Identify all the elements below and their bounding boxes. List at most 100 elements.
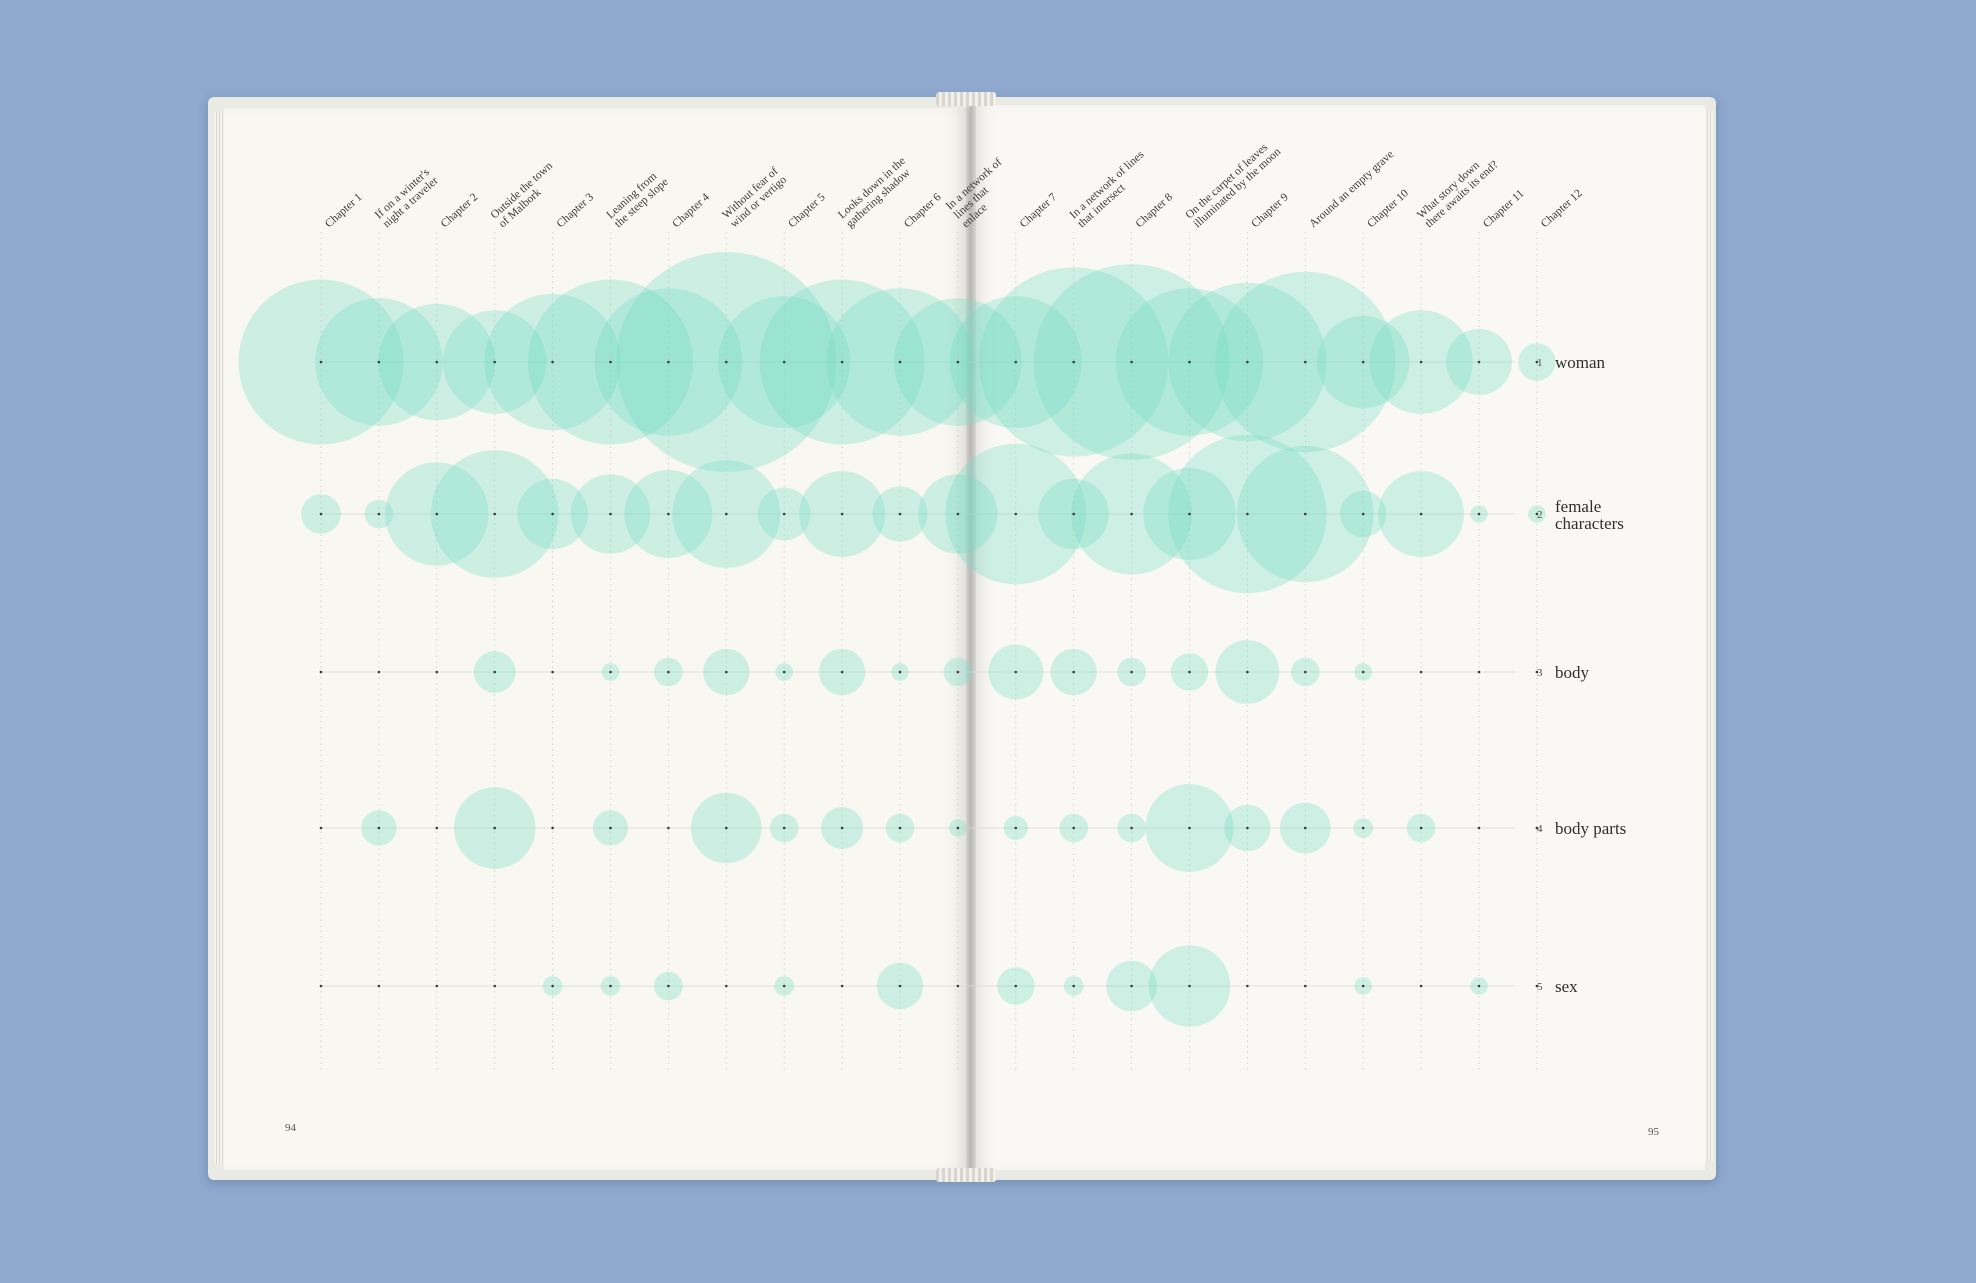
center-dot [1188,984,1191,988]
center-dot [493,512,497,516]
center-dot [1014,360,1018,364]
center-dot [1361,360,1365,364]
column-label: Chapter 2 [439,191,481,230]
center-dot [1535,984,1539,988]
center-dot [898,670,902,674]
center-dot [1535,512,1539,516]
center-dot [551,984,554,988]
center-dot [435,826,439,830]
center-dot [1072,512,1075,516]
column-label: Chapter 1 [323,191,365,230]
book-gutter [966,100,976,1175]
row-number: 2 [1537,509,1543,521]
center-dot [1072,984,1075,988]
center-dot [1477,670,1481,674]
center-dot [551,670,554,674]
center-dot [1014,512,1018,516]
center-dot [782,984,786,988]
bubbles [238,252,1556,1027]
center-dot [377,984,381,988]
gridlines [320,232,1538,1070]
center-dot [1188,670,1191,674]
column-label: In a network oflines thatenlace [944,156,1021,230]
center-dot [493,360,497,364]
center-dot [609,670,612,674]
center-dot [319,512,323,516]
spine-headband-bottom [936,1168,996,1182]
center-dot [782,670,786,674]
center-dot [551,360,554,364]
column-label: Leaning fromthe steep slope [604,167,670,230]
center-dot [1072,360,1075,364]
row-labels: 1 woman 2 female characters 3 body 4 body parts 5… [1537,353,1626,996]
center-dot [377,826,381,830]
column-labels: Chapter 1 If on a winter'snight a travele… [323,141,1585,231]
center-dot [1130,826,1133,830]
center-dot [1477,512,1481,516]
center-dot [609,984,612,988]
center-dot [319,360,323,364]
center-dot [782,826,786,830]
center-dot [1419,360,1423,364]
center-dot [956,512,960,516]
center-dot [609,360,612,364]
center-dot [667,984,670,988]
center-dot [1304,512,1307,516]
center-dot [725,512,728,516]
center-dot [725,826,728,830]
column-label: Chapter 8 [1134,191,1176,230]
center-dot [1246,512,1249,516]
page-number-left: 94 [285,1122,296,1134]
center-dot [1535,826,1539,830]
center-dot [319,826,323,830]
column-label: Chapter 11 [1481,187,1527,230]
center-dot [956,826,960,830]
center-dot [782,512,786,516]
center-dot [1361,984,1365,988]
center-dot [782,360,786,364]
center-dot [898,360,902,364]
center-dot [609,512,612,516]
center-dot [1535,670,1539,674]
center-dots [319,360,1539,988]
column-label: Chapter 4 [670,191,712,230]
center-dot [1246,984,1249,988]
column-label: Without fear ofwind or vertigo [720,165,789,230]
center-dot [1304,360,1307,364]
column-label: Chapter 10 [1365,187,1411,230]
center-dot [1130,360,1133,364]
center-dot [1072,826,1075,830]
center-dot [1304,826,1307,830]
center-dot [667,512,670,516]
center-dot [1130,670,1133,674]
column-label: Chapter 9 [1249,191,1291,230]
center-dot [377,670,381,674]
center-dot [1130,512,1133,516]
center-dot [1188,360,1191,364]
center-dot [840,670,844,674]
center-dot [319,984,323,988]
center-dot [1361,512,1365,516]
center-dot [956,360,960,364]
center-dot [1188,826,1191,830]
center-dot [435,984,439,988]
center-dot [435,360,439,364]
center-dot [667,826,670,830]
center-dot [1014,984,1018,988]
row-label-body-parts: body parts [1555,819,1626,838]
column-label: If on a winter'snight a traveler [373,166,441,231]
center-dot [493,984,497,988]
center-dot [435,670,439,674]
center-dot [1535,360,1539,364]
center-dot [840,826,844,830]
center-dot [956,670,960,674]
center-dot [840,512,844,516]
row-number: 5 [1537,981,1543,993]
column-label: Chapter 7 [1018,191,1060,230]
center-dot [667,360,670,364]
center-dot [1477,360,1481,364]
center-dot [898,512,902,516]
left-page [224,108,970,1170]
